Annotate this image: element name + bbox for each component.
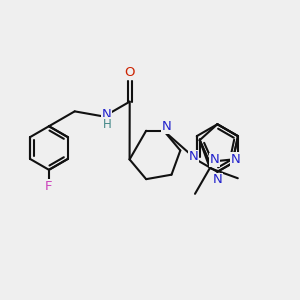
Text: H: H	[103, 118, 111, 131]
Text: O: O	[124, 66, 135, 80]
Text: N: N	[162, 120, 172, 133]
Text: N: N	[231, 153, 241, 166]
Text: N: N	[212, 173, 222, 186]
Text: F: F	[45, 180, 53, 193]
Text: N: N	[102, 108, 112, 121]
Text: N: N	[209, 153, 219, 167]
Text: N: N	[189, 150, 199, 164]
